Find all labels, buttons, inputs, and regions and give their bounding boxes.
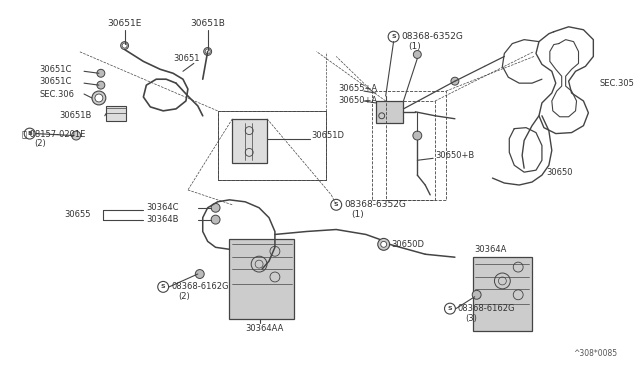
Text: 30364A: 30364A xyxy=(475,245,507,254)
Text: 30655: 30655 xyxy=(64,210,91,219)
Text: 30364B: 30364B xyxy=(147,215,179,224)
Circle shape xyxy=(195,270,204,279)
Text: 08368-6352G: 08368-6352G xyxy=(344,200,406,209)
Circle shape xyxy=(413,51,421,58)
Circle shape xyxy=(97,81,105,89)
Bar xyxy=(376,101,403,123)
Text: 30364C: 30364C xyxy=(147,203,179,212)
Text: (2): (2) xyxy=(35,139,46,148)
Text: 08368-6352G: 08368-6352G xyxy=(401,32,463,41)
Circle shape xyxy=(472,290,481,299)
Text: ^308*0085: ^308*0085 xyxy=(573,349,618,357)
Circle shape xyxy=(121,42,129,49)
Bar xyxy=(473,257,532,331)
Circle shape xyxy=(388,31,399,42)
Text: SEC.306: SEC.306 xyxy=(40,90,74,99)
Text: (3): (3) xyxy=(465,314,477,323)
Circle shape xyxy=(211,203,220,212)
Circle shape xyxy=(381,241,387,247)
Text: 30651C: 30651C xyxy=(40,77,72,86)
Text: 30651B: 30651B xyxy=(190,19,225,28)
Text: 30651: 30651 xyxy=(173,54,200,63)
Bar xyxy=(229,240,294,318)
Bar xyxy=(106,106,125,121)
Text: 30364AA: 30364AA xyxy=(245,324,284,333)
Text: (2): (2) xyxy=(178,292,189,301)
Text: Ⓑ 08157-0201E: Ⓑ 08157-0201E xyxy=(22,129,85,138)
Text: (1): (1) xyxy=(408,42,421,51)
Circle shape xyxy=(413,131,422,140)
Text: 30650D: 30650D xyxy=(392,240,424,249)
Text: (1): (1) xyxy=(351,210,364,219)
Circle shape xyxy=(331,199,342,210)
Text: 30655+A: 30655+A xyxy=(338,84,378,93)
Circle shape xyxy=(205,49,210,54)
Text: 30651D: 30651D xyxy=(312,131,344,140)
Text: S: S xyxy=(447,306,452,311)
Circle shape xyxy=(378,238,390,250)
Circle shape xyxy=(451,77,459,85)
Circle shape xyxy=(445,303,456,314)
Text: 30650: 30650 xyxy=(546,168,572,177)
Bar xyxy=(232,119,267,163)
Circle shape xyxy=(24,128,35,139)
Bar xyxy=(218,111,326,180)
Circle shape xyxy=(211,215,220,224)
Circle shape xyxy=(92,91,106,105)
Text: B: B xyxy=(28,131,32,136)
Text: 08368-6162G: 08368-6162G xyxy=(171,282,228,291)
Text: 30650+B: 30650+B xyxy=(435,151,474,160)
Circle shape xyxy=(157,282,168,292)
Text: SEC.305: SEC.305 xyxy=(599,78,634,88)
Text: 30651B: 30651B xyxy=(60,111,92,120)
Text: 30651E: 30651E xyxy=(108,19,142,28)
Text: 30651C: 30651C xyxy=(40,65,72,74)
Bar xyxy=(386,101,435,200)
Circle shape xyxy=(204,48,212,55)
Text: 08368-6162G: 08368-6162G xyxy=(458,304,515,313)
Circle shape xyxy=(97,69,105,77)
Circle shape xyxy=(122,43,127,48)
Circle shape xyxy=(72,131,81,140)
Text: S: S xyxy=(391,34,396,39)
Bar xyxy=(372,91,446,200)
Bar xyxy=(218,111,326,180)
Circle shape xyxy=(95,94,103,102)
Text: 30650+A: 30650+A xyxy=(338,96,378,105)
Text: S: S xyxy=(161,284,166,289)
Text: S: S xyxy=(334,202,339,207)
